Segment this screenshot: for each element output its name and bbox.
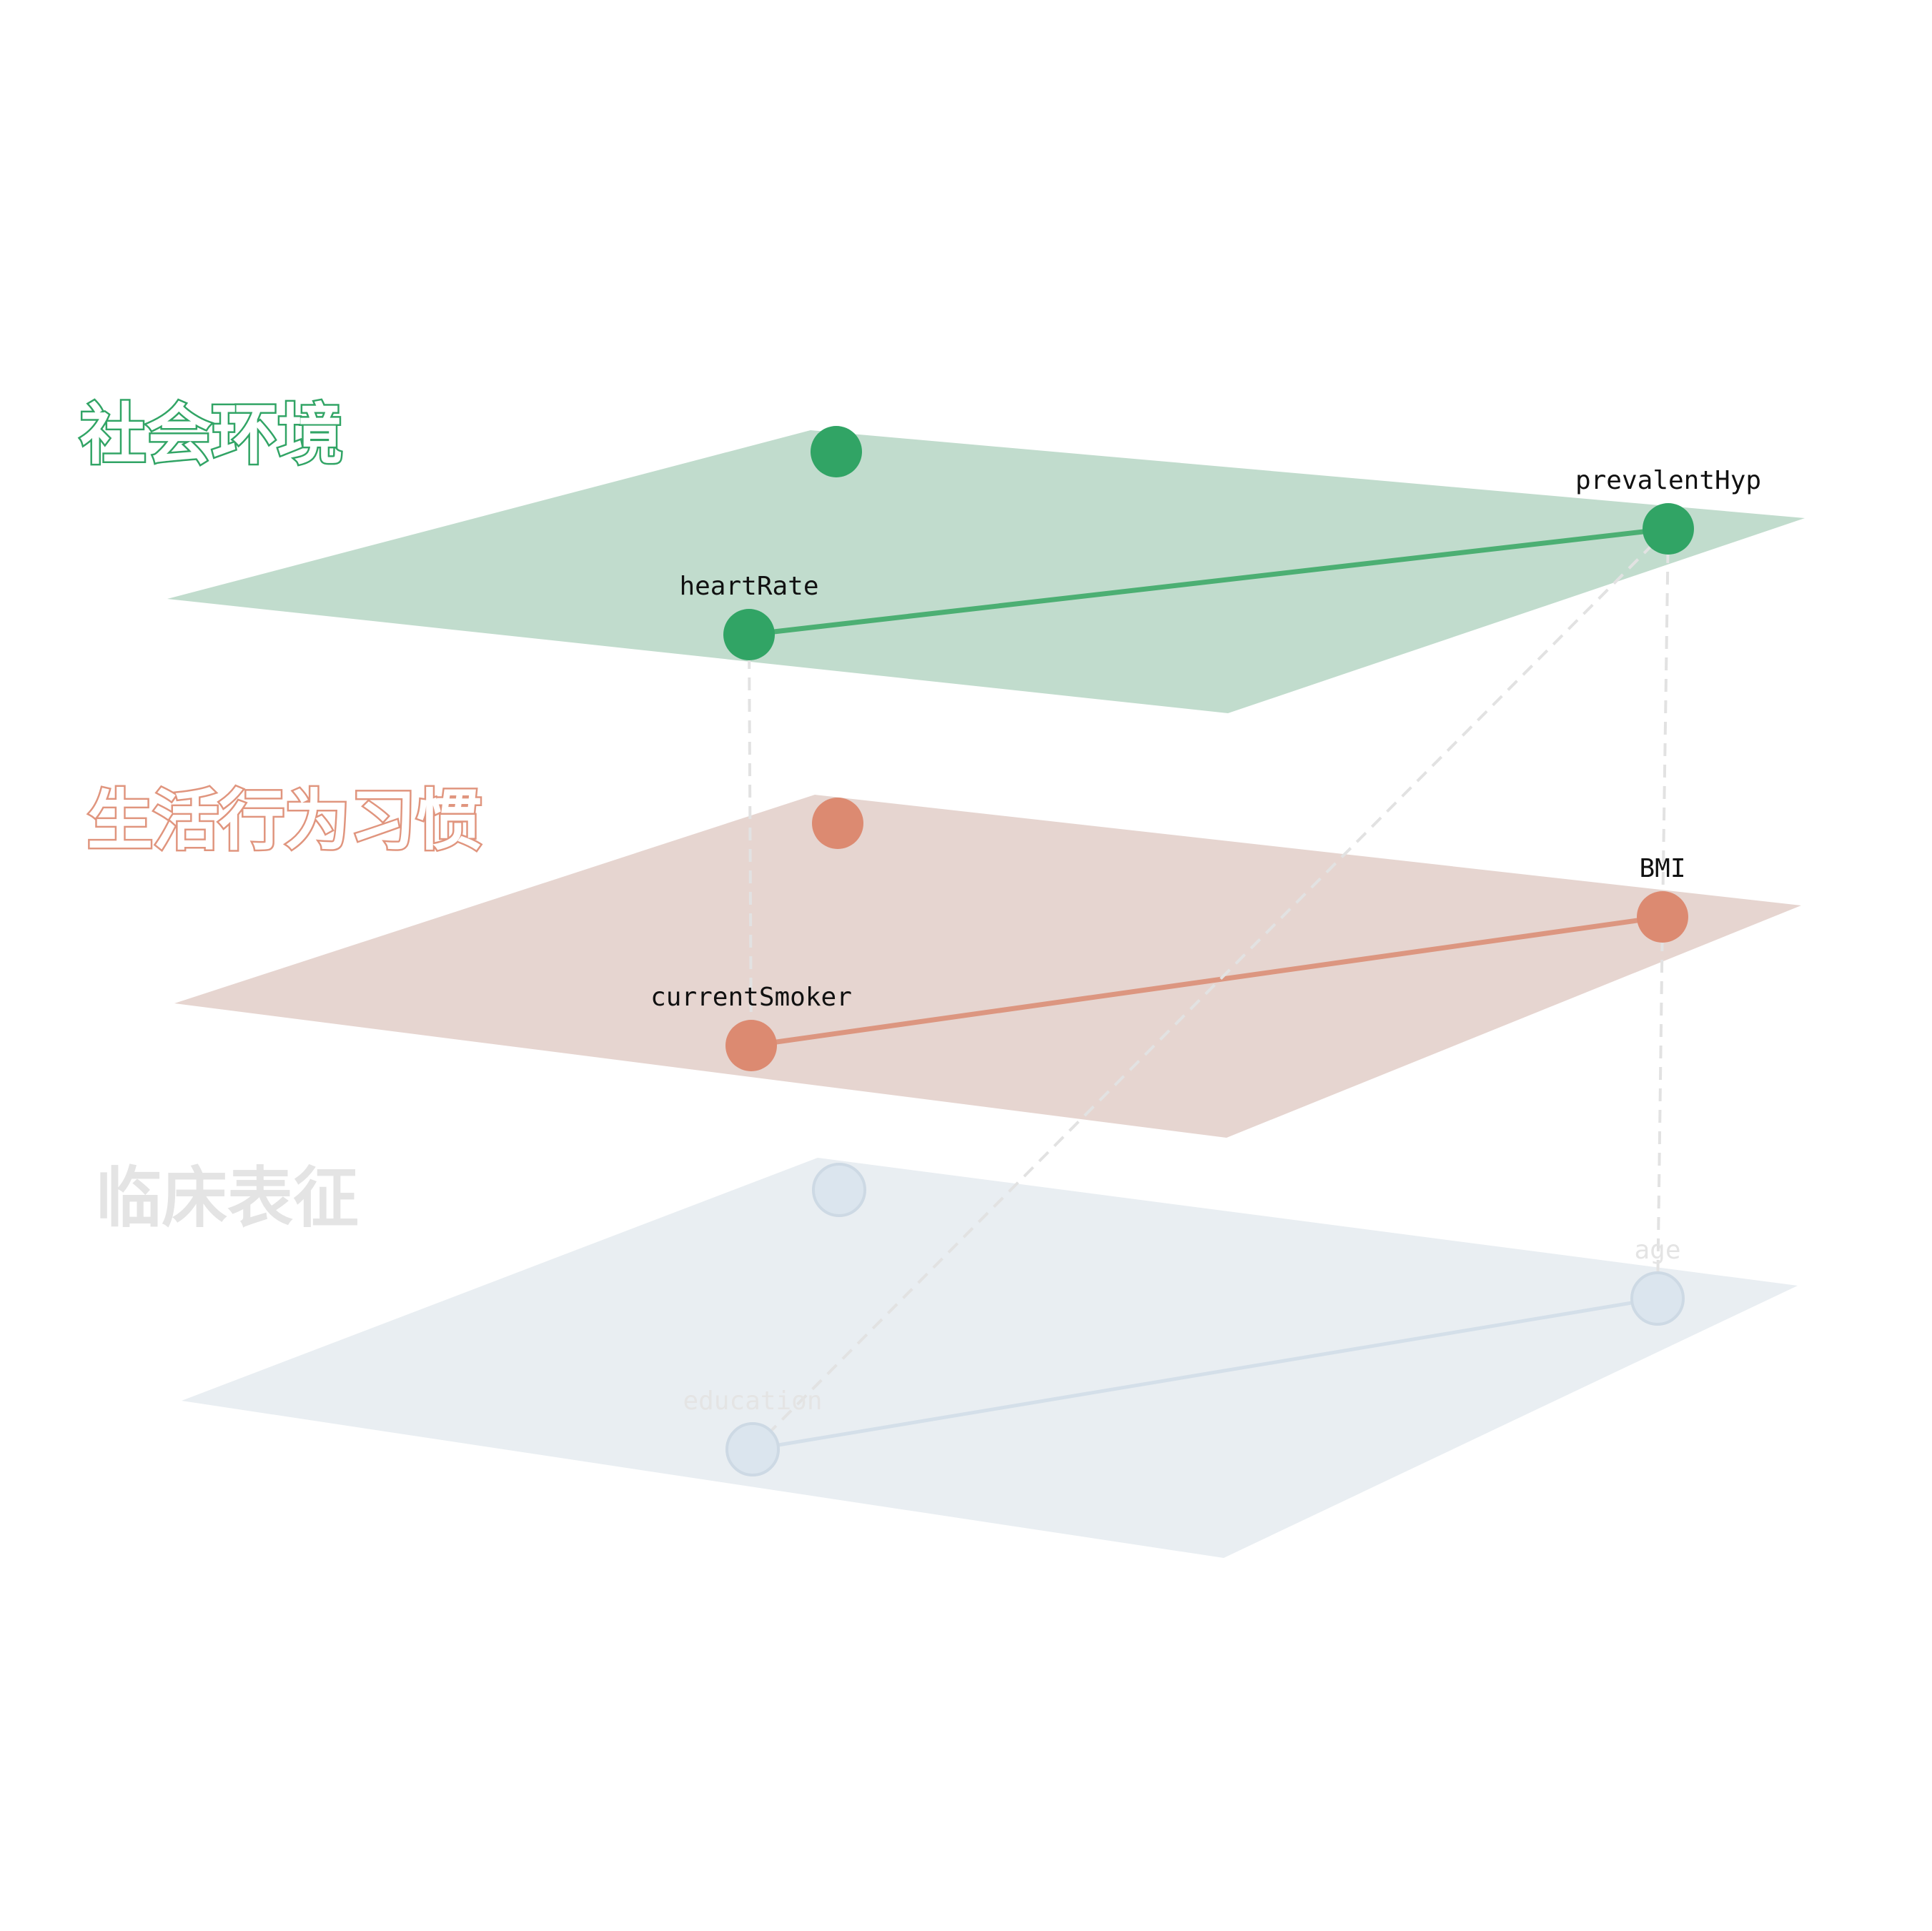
layer-plane-lifestyle — [174, 795, 1801, 1138]
layer-planes — [167, 430, 1805, 1558]
node-age — [1630, 1271, 1685, 1326]
intra-layer-edges — [746, 526, 1671, 1451]
layer-plane-clinical — [182, 1158, 1798, 1558]
interlayer-edge-heart-rate-current-smoker — [748, 634, 753, 1046]
node-education — [725, 1422, 780, 1476]
node-labels: prevalentHyp heartRate BMI currentSmoker age… — [650, 466, 1761, 1416]
node-heart-rate — [723, 609, 775, 660]
node-label-current-smoker: currentSmoker — [650, 983, 852, 1012]
network-nodes — [723, 426, 1694, 1476]
node-label-prevalent-hyp: prevalentHyp — [1575, 466, 1761, 495]
edge-education-age — [750, 1296, 1660, 1451]
inter-layer-edges — [748, 527, 1670, 1451]
node-label-bmi: BMI — [1639, 854, 1685, 883]
edge-current-smoker-bmi — [748, 914, 1665, 1048]
node-bmi — [1637, 891, 1688, 943]
layer-plane-social — [167, 430, 1805, 713]
node-current-smoker — [725, 1020, 777, 1071]
node-label-education: education — [683, 1386, 822, 1416]
node-label-age: age — [1634, 1236, 1680, 1265]
node-unlabeled-lifestyle — [812, 798, 863, 849]
edge-heart-rate-prevalent-hyp — [746, 526, 1671, 637]
node-unlabeled-social — [811, 426, 862, 477]
node-label-heart-rate: heartRate — [679, 572, 818, 601]
layer-title-social: 社会环境 — [80, 397, 343, 473]
layer-title-lifestyle: 生活行为习惯 — [87, 783, 482, 859]
layer-title-clinical: 临床表征 — [96, 1160, 359, 1236]
node-unlabeled-clinical — [812, 1163, 866, 1217]
node-prevalent-hyp — [1643, 503, 1694, 555]
interlayer-edge-prevalent-hyp-education — [751, 527, 1670, 1451]
interlayer-edge-prevalent-hyp-bmi — [1661, 528, 1670, 918]
